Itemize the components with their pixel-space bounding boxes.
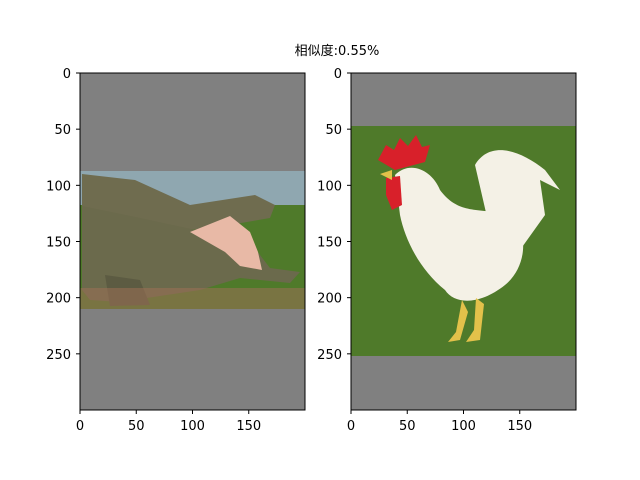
ticks-right: 0 50 100 150 0 50 100 150 200 250 [317, 67, 532, 434]
y-tick-label: 250 [46, 348, 71, 363]
x-tick-label: 150 [507, 419, 532, 434]
rooster-body [395, 167, 524, 301]
y-tick-label: 100 [317, 179, 342, 194]
y-tick-label: 150 [317, 236, 342, 251]
figure-title: 相似度:0.55% [295, 43, 380, 59]
panel-crocodile: 0 50 100 150 0 50 100 150 200 250 [46, 67, 306, 434]
crocodile-body [82, 206, 300, 302]
rooster-image [351, 126, 576, 356]
panel-rooster: 0 50 100 150 0 50 100 150 200 250 [317, 67, 577, 434]
rooster-comb [378, 135, 430, 170]
ticks-left: 0 50 100 150 0 50 100 150 200 250 [46, 67, 261, 434]
x-tick-label: 0 [347, 419, 355, 434]
y-tick-label: 0 [63, 67, 71, 82]
y-tick-label: 50 [54, 123, 71, 138]
x-tick-label: 150 [236, 419, 261, 434]
x-tick-label: 100 [451, 419, 476, 434]
y-tick-label: 150 [46, 236, 71, 251]
rooster-beak [380, 170, 392, 180]
x-tick-label: 0 [76, 419, 84, 434]
x-tick-label: 100 [180, 419, 205, 434]
y-tick-label: 200 [317, 292, 342, 307]
crocodile-image [80, 171, 305, 309]
y-tick-label: 200 [46, 292, 71, 307]
y-tick-label: 0 [334, 67, 342, 82]
mud-area [80, 288, 305, 309]
x-tick-label: 50 [399, 419, 416, 434]
rooster-legs [448, 298, 484, 342]
crocodile-mouth [190, 216, 262, 270]
rooster-wattle [386, 176, 402, 210]
y-tick-label: 50 [325, 123, 342, 138]
y-tick-label: 100 [46, 179, 71, 194]
x-tick-label: 50 [128, 419, 145, 434]
y-tick-label: 250 [317, 348, 342, 363]
